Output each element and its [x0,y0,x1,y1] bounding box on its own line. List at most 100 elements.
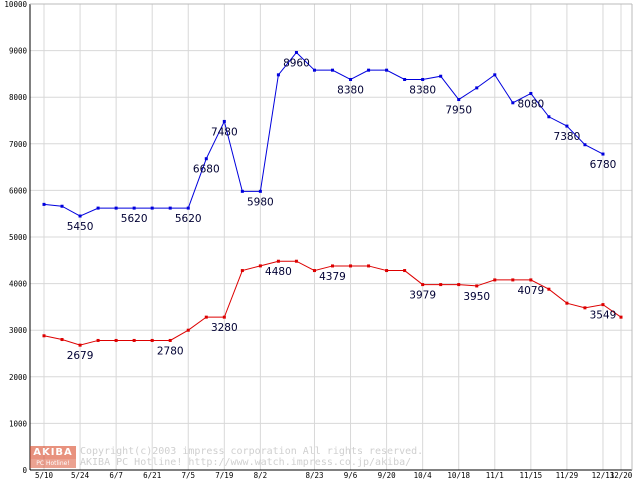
data-point [457,283,461,287]
copyright-watermark: AKIBA PC Hotline! Copyright(c)2003 impre… [30,446,510,470]
data-point [42,202,46,206]
data-point [511,278,515,282]
x-tick-label: 8/23 [305,471,323,480]
data-point [78,214,82,218]
data-point [258,264,262,268]
x-tick-label: 12/20 [610,471,633,480]
akiba-logo: AKIBA PC Hotline! [30,446,76,468]
copyright-line: Copyright(c)2003 impress corporation All… [80,446,424,457]
data-point [276,73,280,77]
x-tick-label: 11/1 [486,471,504,480]
data-point [403,77,407,81]
data-point [150,206,154,210]
y-tick-label: 1000 [9,419,28,428]
data-point [240,189,244,193]
data-label: 7480 [211,126,238,138]
data-point [168,338,172,342]
data-label: 5980 [247,196,274,208]
data-label: 4480 [265,266,292,278]
data-point [42,334,46,338]
data-label: 5620 [175,213,202,225]
data-point [222,119,226,123]
data-point [349,264,353,268]
data-point [547,115,551,119]
data-point [565,301,569,305]
data-label: 7380 [554,131,581,143]
data-point [168,206,172,210]
data-point [96,338,100,342]
data-point [421,283,425,287]
data-point [204,157,208,161]
data-label: 3280 [211,322,238,334]
y-tick-label: 5000 [9,233,28,242]
y-tick-label: 9000 [9,47,28,56]
data-point [403,269,407,273]
data-label: 2780 [157,345,184,357]
data-point [583,306,587,310]
y-tick-label: 8000 [9,93,28,102]
data-point [60,338,64,342]
data-point [475,284,479,288]
x-tick-label: 7/19 [215,471,233,480]
x-tick-label: 11/15 [520,471,543,480]
data-label: 8380 [337,84,364,96]
data-point [439,74,443,78]
axes [29,3,633,471]
data-point [439,283,443,287]
data-point [565,124,569,128]
akiba-logo-subtext: PC Hotline! [30,459,76,468]
x-axis-ticks: 5/10 5/24 6/7 6/21 7/5 7/19 8/2 8/23 9/6 9/20 10/4… [35,471,633,480]
x-tick-label: 7/5 [181,471,195,480]
y-tick-label: 4000 [9,280,28,289]
data-point [367,264,371,268]
data-point [312,68,316,72]
data-point [511,101,515,105]
data-point [421,77,425,81]
data-label: 4379 [319,271,346,283]
data-point [150,338,154,342]
data-label: 4079 [517,285,544,297]
data-point [493,278,497,282]
y-tick-label: 6000 [9,186,28,195]
x-tick-label: 9/6 [344,471,358,480]
y-tick-label: 3000 [9,326,28,335]
data-point [583,143,587,147]
data-point [547,287,551,291]
grid [30,3,632,470]
data-label: 5620 [121,213,148,225]
data-label: 3950 [463,291,490,303]
y-tick-label: 7000 [9,140,28,149]
x-tick-label: 9/20 [378,471,397,480]
copyright-text: Copyright(c)2003 impress corporation All… [80,446,423,468]
x-tick-label: 6/7 [109,471,123,480]
data-point [258,189,262,193]
data-label: 7950 [445,105,472,117]
data-label: 2679 [67,350,94,362]
data-point [601,303,605,307]
data-label: 8960 [283,57,310,69]
data-point [367,68,371,72]
series-points [42,50,623,347]
data-label: 5450 [67,221,94,233]
data-point [276,259,280,263]
data-label: 8380 [409,84,436,96]
data-point [96,206,100,210]
data-point [114,338,118,342]
x-tick-label: 11/29 [556,471,579,480]
data-point [240,269,244,273]
data-point [529,278,533,282]
data-labels: 5450 5620 5620 6680 7480 5980 8960 8380 8380 7950… [67,57,617,362]
x-tick-label: 5/10 [35,471,54,480]
data-point [601,152,605,156]
data-point [186,206,190,210]
y-axis-ticks: 0 1000 2000 3000 4000 5000 6000 7000 8000 9000 100… [4,0,27,475]
data-point [222,315,226,319]
series-lines [43,51,622,346]
data-point [331,68,334,72]
data-point [132,206,136,210]
x-tick-label: 6/21 [143,471,161,480]
x-tick-label: 5/24 [71,471,90,480]
data-point [619,315,623,319]
data-point [60,204,64,208]
